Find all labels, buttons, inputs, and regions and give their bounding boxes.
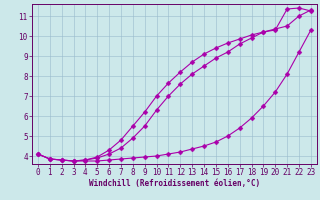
X-axis label: Windchill (Refroidissement éolien,°C): Windchill (Refroidissement éolien,°C) <box>89 179 260 188</box>
